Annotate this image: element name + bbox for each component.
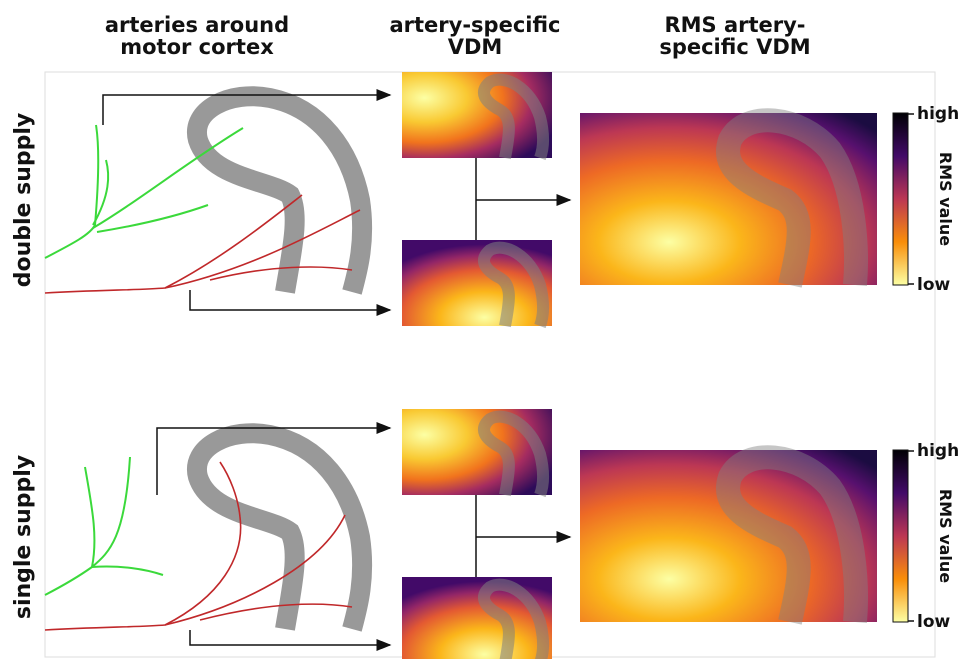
artery-green [92,566,163,575]
colorbar-high: high [917,104,959,124]
artery-green [92,457,130,567]
colorbar-title: RMS value [936,489,955,583]
column-title: RMS artery- [664,13,805,37]
artery-red [45,195,302,293]
colorbar-low: low [917,612,951,632]
column-title: specific VDM [659,35,810,59]
row: double supply high low RMS value [11,72,959,326]
artery-vdm [402,72,552,158]
artery-green [93,128,243,228]
column-title: arteries around [105,13,289,37]
column-title: artery-specific [389,13,560,37]
row-label: single supply [11,455,36,619]
artery-vdm [402,409,552,495]
cortex [197,96,362,292]
cortex [197,433,362,629]
artery-green [45,467,94,595]
artery-green [97,205,208,232]
artery-vdm [402,240,552,326]
row: single supply high low RMS value [11,409,959,659]
colorbar [893,450,908,622]
artery-green [45,125,98,258]
artery-red [165,210,360,288]
colorbar [893,113,908,285]
colorbar-high: high [917,441,959,461]
row-label: double supply [11,113,36,288]
column-title: motor cortex [120,35,274,59]
colorbar-low: low [917,275,951,295]
arrow [190,630,390,645]
column-title: VDM [448,35,503,59]
colorbar-title: RMS value [936,152,955,246]
figure: arteries aroundmotor cortex artery-specif… [0,0,971,659]
artery-vdm [402,577,552,659]
